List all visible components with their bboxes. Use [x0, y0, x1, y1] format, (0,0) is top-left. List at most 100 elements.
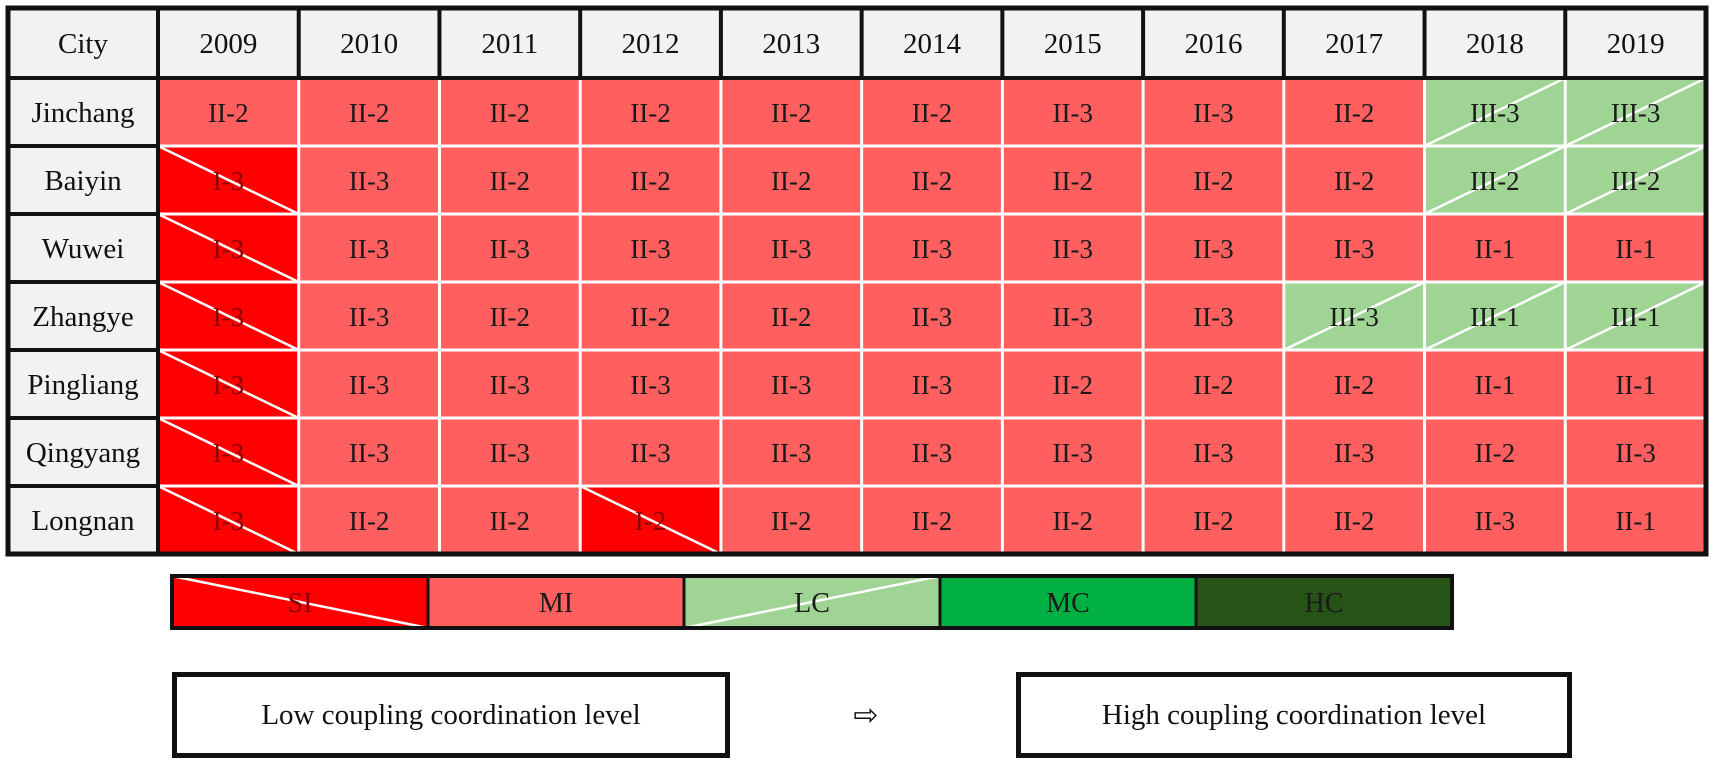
cell-value-pingliang-2013: II-3	[771, 370, 811, 400]
low-level-label: Low coupling coordination level	[172, 672, 730, 758]
cell-zhangye-2015	[1002, 282, 1144, 350]
city-label-qingyang: Qingyang	[26, 437, 140, 469]
header-year-2012: 2012	[622, 28, 680, 60]
cell-jinchang-2016	[1143, 78, 1284, 146]
cell-qingyang-2018	[1424, 418, 1566, 486]
cell-wuwei-2018	[1424, 214, 1566, 282]
cell-zhangye-2014	[861, 282, 1003, 350]
cell-value-wuwei-2010: II-3	[349, 234, 389, 264]
cell-value-baiyin-2017: II-2	[1334, 166, 1374, 196]
header-cell-2014	[861, 8, 1003, 78]
coordination-table: City 2009 2010 2011 2012 2013 2014 2015 2016 2017…	[5, 5, 1709, 557]
cell-qingyang-2010	[298, 418, 440, 486]
cell-value-baiyin-2013: II-2	[771, 166, 811, 196]
cell-value-qingyang-2009: I-3	[213, 438, 244, 468]
cell-longnan-2014	[861, 486, 1003, 554]
legend-label-mc: MC	[1046, 588, 1090, 619]
city-cell-baiyin	[8, 146, 158, 214]
cell-value-jinchang-2009: II-2	[208, 98, 248, 128]
cell-qingyang-2015	[1002, 418, 1144, 486]
city-cell-qingyang	[8, 418, 158, 486]
city-label-zhangye: Zhangye	[32, 301, 133, 333]
header-year-2015: 2015	[1044, 28, 1102, 60]
city-cell-zhangye	[8, 282, 158, 350]
cell-value-longnan-2012: I-2	[635, 506, 666, 536]
cell-wuwei-2019	[1565, 214, 1706, 282]
legend-label-hc: HC	[1305, 588, 1344, 619]
cell-value-wuwei-2019: II-1	[1615, 234, 1655, 264]
header-year-2016: 2016	[1184, 28, 1242, 60]
cell-longnan-2016	[1143, 486, 1284, 554]
arrow-right-icon: ⇨	[853, 697, 879, 733]
cell-slash	[1424, 280, 1566, 352]
cell-value-jinchang-2013: II-2	[771, 98, 811, 128]
header-cell-2012	[580, 8, 721, 78]
cell-value-pingliang-2018: II-1	[1475, 370, 1515, 400]
header-cell-2017	[1283, 8, 1425, 78]
cell-wuwei-2012	[580, 214, 721, 282]
cell-value-jinchang-2018: III-3	[1470, 98, 1519, 128]
header-cell-2019	[1565, 8, 1706, 78]
cell-value-zhangye-2014: II-3	[912, 302, 952, 332]
cell-value-qingyang-2013: II-3	[771, 438, 811, 468]
cell-slash	[157, 144, 300, 216]
cell-value-qingyang-2019: II-3	[1615, 438, 1655, 468]
cell-baiyin-2016	[1143, 146, 1284, 214]
high-level-label: High coupling coordination level	[1016, 672, 1572, 758]
header-cell-2018	[1424, 8, 1566, 78]
cell-value-zhangye-2015: II-3	[1052, 302, 1092, 332]
cell-longnan-2010	[298, 486, 440, 554]
high-level-text: High coupling coordination level	[1101, 698, 1487, 731]
cell-slash	[157, 280, 300, 352]
legend-slash	[683, 574, 941, 630]
cell-value-longnan-2015: II-2	[1052, 506, 1092, 536]
cell-pingliang-2014	[861, 350, 1003, 418]
header-year-2013: 2013	[762, 28, 820, 60]
cell-jinchang-2011	[439, 78, 581, 146]
cell-pingliang-2015	[1002, 350, 1144, 418]
cell-value-wuwei-2009: I-3	[213, 234, 244, 264]
cell-pingliang-2010	[298, 350, 440, 418]
cell-longnan-2013	[720, 486, 862, 554]
cell-value-qingyang-2018: II-2	[1475, 438, 1515, 468]
cell-slash	[1424, 76, 1566, 148]
cell-value-pingliang-2009: I-3	[213, 370, 244, 400]
cell-value-qingyang-2011: II-3	[490, 438, 530, 468]
cell-value-jinchang-2016: II-3	[1193, 98, 1233, 128]
cell-value-pingliang-2019: II-1	[1615, 370, 1655, 400]
cell-jinchang-2012	[580, 78, 721, 146]
cell-jinchang-2010	[298, 78, 440, 146]
cell-value-jinchang-2011: II-2	[490, 98, 530, 128]
cell-baiyin-2011	[439, 146, 581, 214]
table-frame	[5, 5, 1709, 557]
cell-value-longnan-2014: II-2	[912, 506, 952, 536]
cell-value-wuwei-2012: II-3	[630, 234, 670, 264]
city-cell-jinchang	[8, 78, 158, 146]
cell-value-baiyin-2010: II-3	[349, 166, 389, 196]
cell-qingyang-2019	[1565, 418, 1706, 486]
cell-value-jinchang-2015: II-3	[1052, 98, 1092, 128]
cell-value-baiyin-2015: II-2	[1052, 166, 1092, 196]
cell-qingyang-2011	[439, 418, 581, 486]
cell-zhangye-2013	[720, 282, 862, 350]
cell-value-longnan-2018: II-3	[1475, 506, 1515, 536]
cell-value-baiyin-2014: II-2	[912, 166, 952, 196]
cell-value-wuwei-2013: II-3	[771, 234, 811, 264]
city-cell-wuwei	[8, 214, 158, 282]
cell-value-zhangye-2013: II-2	[771, 302, 811, 332]
cell-value-baiyin-2012: II-2	[630, 166, 670, 196]
cell-value-pingliang-2017: II-2	[1334, 370, 1374, 400]
cell-value-baiyin-2011: II-2	[490, 166, 530, 196]
cell-value-qingyang-2010: II-3	[349, 438, 389, 468]
cell-value-zhangye-2012: II-2	[630, 302, 670, 332]
city-label-wuwei: Wuwei	[42, 233, 125, 265]
cell-baiyin-2010	[298, 146, 440, 214]
city-label-pingliang: Pingliang	[27, 369, 138, 401]
cell-zhangye-2010	[298, 282, 440, 350]
cell-qingyang-2017	[1283, 418, 1425, 486]
cell-wuwei-2016	[1143, 214, 1284, 282]
cell-pingliang-2017	[1283, 350, 1425, 418]
cell-slash	[157, 416, 300, 488]
header-cell-2011	[439, 8, 581, 78]
cell-value-qingyang-2017: II-3	[1334, 438, 1374, 468]
